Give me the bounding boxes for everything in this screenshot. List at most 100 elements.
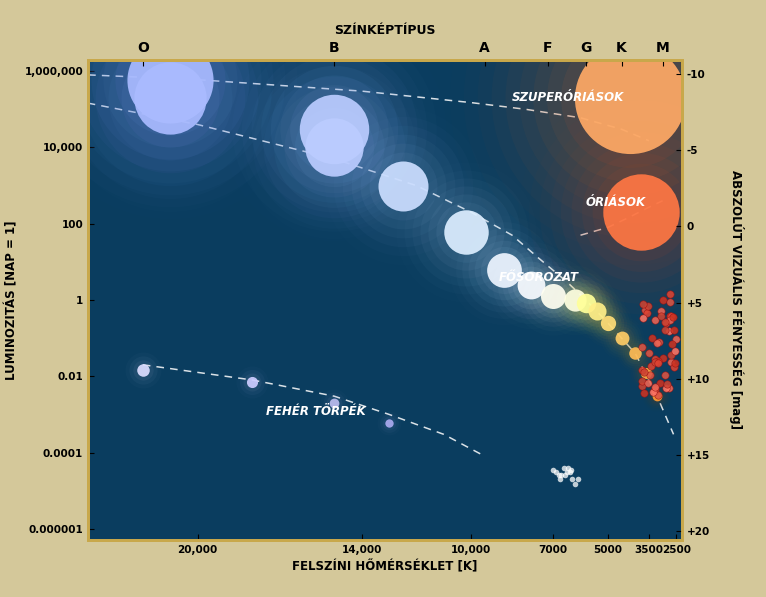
Point <box>328 125 340 134</box>
Point <box>397 181 409 190</box>
Point <box>657 353 669 363</box>
Point <box>164 75 176 84</box>
Point <box>634 208 647 217</box>
Point <box>665 350 677 360</box>
Point <box>624 93 636 103</box>
Point <box>565 465 577 475</box>
Point <box>328 143 340 152</box>
Point <box>164 75 176 84</box>
Point <box>580 298 592 307</box>
Point <box>659 325 671 334</box>
Point <box>665 311 677 321</box>
Point <box>640 368 653 378</box>
Point <box>383 418 395 427</box>
Point <box>636 376 648 386</box>
Point <box>591 307 603 316</box>
Point <box>164 75 176 84</box>
Point <box>615 333 627 343</box>
Point <box>164 75 176 84</box>
Point <box>559 470 571 480</box>
Point <box>636 365 648 374</box>
Point <box>580 298 592 307</box>
Point <box>328 125 340 134</box>
Point <box>164 75 176 84</box>
Point <box>654 311 666 321</box>
Point <box>328 143 340 152</box>
Point <box>569 295 581 304</box>
Point <box>640 368 653 378</box>
Point <box>397 181 409 190</box>
Point <box>136 365 149 374</box>
Point <box>164 75 176 84</box>
Point <box>547 291 559 300</box>
Point <box>640 368 653 378</box>
Point <box>569 295 581 304</box>
Point <box>649 386 661 395</box>
Point <box>591 307 603 316</box>
Point <box>640 368 653 378</box>
Point <box>629 349 641 358</box>
Point <box>634 208 647 217</box>
X-axis label: FELSZÍNI HŐMÉRSÉKLET [K]: FELSZÍNI HŐMÉRSÉKLET [K] <box>292 561 478 574</box>
Point <box>644 370 656 380</box>
X-axis label: SZÍNKÉPTÍPUS: SZÍNKÉPTÍPUS <box>334 24 436 37</box>
Point <box>547 291 559 300</box>
Point <box>666 340 678 349</box>
Point <box>569 295 581 304</box>
Point <box>571 475 584 484</box>
Point <box>397 181 409 190</box>
Point <box>615 333 627 343</box>
Point <box>646 333 658 342</box>
Point <box>328 143 340 152</box>
Point <box>661 380 673 389</box>
Point <box>580 298 592 307</box>
Point <box>498 266 510 275</box>
Point <box>383 418 395 427</box>
Point <box>640 305 652 315</box>
Point <box>642 301 654 311</box>
Point <box>638 388 650 398</box>
Point <box>640 368 653 378</box>
Point <box>634 208 647 217</box>
Point <box>383 418 395 427</box>
Point <box>164 93 176 103</box>
Point <box>651 392 663 401</box>
Point <box>591 307 603 316</box>
Text: ÓRIÁSOK: ÓRIÁSOK <box>586 196 646 210</box>
Point <box>650 338 663 347</box>
Point <box>624 93 636 103</box>
Point <box>602 318 614 328</box>
Point <box>164 93 176 103</box>
Point <box>624 93 636 103</box>
Point <box>569 295 581 304</box>
Point <box>164 93 176 103</box>
Point <box>562 463 574 472</box>
Point <box>640 368 653 378</box>
Point <box>615 333 627 343</box>
Point <box>634 208 647 217</box>
Point <box>525 280 538 290</box>
Point <box>558 463 570 472</box>
Point <box>624 93 636 103</box>
Point <box>649 383 661 392</box>
Point <box>645 362 657 371</box>
Point <box>629 349 641 358</box>
Point <box>591 307 603 316</box>
Point <box>649 357 661 367</box>
Point <box>651 392 663 401</box>
Y-axis label: ABSZOLÚT VIZUÁLIS FÉNYESSÉG [mag]: ABSZOLÚT VIZUÁLIS FÉNYESSÉG [mag] <box>729 171 745 429</box>
Point <box>669 359 681 368</box>
Point <box>246 377 258 387</box>
Point <box>569 295 581 304</box>
Point <box>164 93 176 103</box>
Point <box>246 377 258 387</box>
Point <box>660 370 672 380</box>
Point <box>649 354 661 364</box>
Point <box>629 349 641 358</box>
Point <box>328 143 340 152</box>
Point <box>460 227 472 237</box>
Point <box>164 75 176 84</box>
Point <box>552 470 565 480</box>
Point <box>602 318 614 328</box>
Point <box>640 308 653 318</box>
